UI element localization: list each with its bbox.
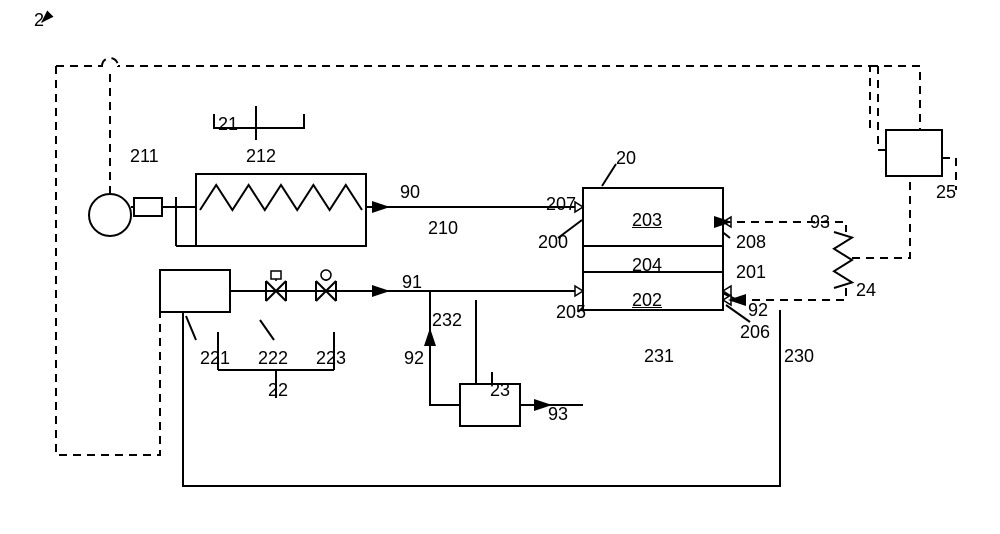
schematic-svg [0,0,1000,534]
label-n22: 22 [268,380,288,401]
label-n25: 25 [936,182,956,203]
label-n212: 212 [246,146,276,167]
label-n23: 23 [490,380,510,401]
label-n90: 90 [400,182,420,203]
label-main: 2 [34,10,44,31]
label-n204: 204 [632,255,662,276]
diagram-canvas: 2 211 21 212 90 210 20 207 200 203 208 204 201 202 205… [0,0,1000,534]
label-n222: 222 [258,348,288,369]
label-n208: 208 [736,232,766,253]
label-n202: 202 [632,290,662,311]
label-n201: 201 [736,262,766,283]
label-n92a: 92 [404,348,424,369]
label-n20: 20 [616,148,636,169]
label-n207: 207 [546,194,576,215]
label-n24: 24 [856,280,876,301]
label-n93b: 93 [810,212,830,233]
label-n93a: 93 [548,404,568,425]
label-n21: 21 [218,114,238,135]
label-n92b: 92 [748,300,768,321]
label-n203: 203 [632,210,662,231]
label-n210: 210 [428,218,458,239]
label-n211: 211 [130,146,159,167]
label-n230: 230 [784,346,814,367]
label-n231: 231 [644,346,674,367]
label-n223: 223 [316,348,346,369]
label-n200: 200 [538,232,568,253]
label-n232: 232 [432,310,462,331]
label-n91: 91 [402,272,422,293]
label-n206: 206 [740,322,770,343]
label-n221: 221 [200,348,230,369]
label-n205: 205 [556,302,586,323]
